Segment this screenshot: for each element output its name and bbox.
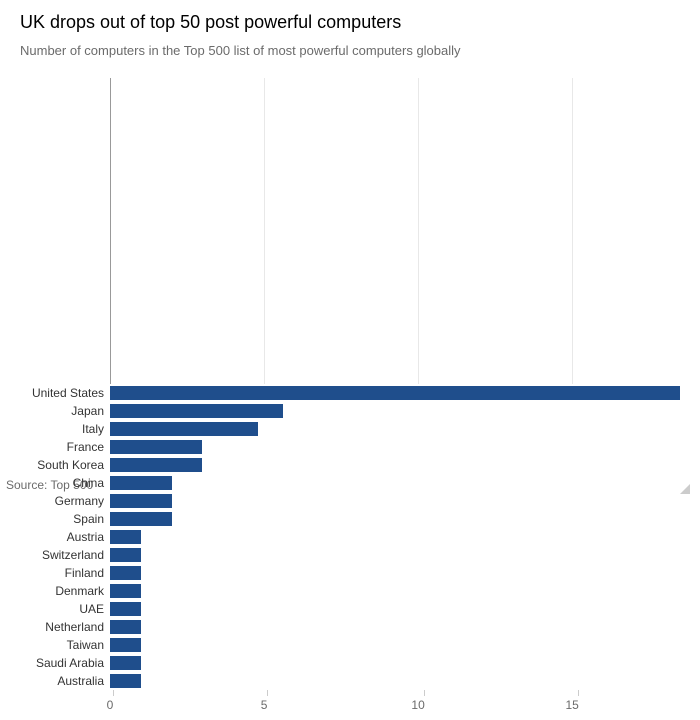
bar-row: France bbox=[20, 438, 680, 456]
bar-track bbox=[110, 582, 680, 600]
bar-track bbox=[110, 456, 680, 474]
bar-track bbox=[110, 474, 680, 492]
category-label: Taiwan bbox=[20, 638, 110, 652]
tick-label: 10 bbox=[411, 698, 424, 712]
chart-subtitle: Number of computers in the Top 500 list … bbox=[20, 43, 680, 58]
bar bbox=[110, 530, 141, 544]
bar-row: UAE bbox=[20, 600, 680, 618]
tick-label: 15 bbox=[565, 698, 578, 712]
bar-track bbox=[110, 492, 680, 510]
x-tick: 5 bbox=[264, 690, 271, 712]
grid-line bbox=[418, 78, 419, 384]
grid-area bbox=[110, 78, 680, 384]
bar-track bbox=[110, 420, 680, 438]
plot-zone bbox=[110, 78, 680, 384]
bar bbox=[110, 476, 172, 490]
category-label: South Korea bbox=[20, 458, 110, 472]
category-label: UAE bbox=[20, 602, 110, 616]
bar bbox=[110, 440, 202, 454]
x-tick: 15 bbox=[572, 690, 585, 712]
category-label: Netherland bbox=[20, 620, 110, 634]
bar-track bbox=[110, 636, 680, 654]
bar bbox=[110, 458, 202, 472]
tick-mark bbox=[113, 690, 114, 696]
category-label: United States bbox=[20, 386, 110, 400]
bar bbox=[110, 386, 680, 400]
category-label: Saudi Arabia bbox=[20, 656, 110, 670]
bar-track bbox=[110, 672, 680, 690]
bars-layer: United States Japan Italy France South Korea… bbox=[20, 384, 680, 690]
category-label: Italy bbox=[20, 422, 110, 436]
bar-row: Spain bbox=[20, 510, 680, 528]
bar-track bbox=[110, 384, 680, 402]
grid-line bbox=[572, 78, 573, 384]
bar-row: United States bbox=[20, 384, 680, 402]
bar bbox=[110, 602, 141, 616]
bar bbox=[110, 512, 172, 526]
bar-row: Italy bbox=[20, 420, 680, 438]
bar-row: Switzerland bbox=[20, 546, 680, 564]
bar-row: Austria bbox=[20, 528, 680, 546]
category-label: Austria bbox=[20, 530, 110, 544]
y-axis-line bbox=[110, 78, 111, 384]
category-label: France bbox=[20, 440, 110, 454]
bar bbox=[110, 404, 283, 418]
bar-track bbox=[110, 564, 680, 582]
tick-label: 0 bbox=[107, 698, 114, 712]
grid-line bbox=[264, 78, 265, 384]
bar-row: Australia bbox=[20, 672, 680, 690]
bar-row: China bbox=[20, 474, 680, 492]
chart-plot: United States Japan Italy France South Korea… bbox=[20, 78, 680, 720]
bar-row: Japan bbox=[20, 402, 680, 420]
bar-track bbox=[110, 600, 680, 618]
tick-mark bbox=[578, 690, 579, 696]
category-label: Finland bbox=[20, 566, 110, 580]
bar-track bbox=[110, 510, 680, 528]
bar-row: Finland bbox=[20, 564, 680, 582]
chart-title: UK drops out of top 50 post powerful com… bbox=[20, 12, 680, 33]
x-axis: 0 5 10 15 bbox=[20, 690, 680, 720]
bar bbox=[110, 494, 172, 508]
category-label: Switzerland bbox=[20, 548, 110, 562]
tick-label: 5 bbox=[261, 698, 268, 712]
bar-row: South Korea bbox=[20, 456, 680, 474]
bar-track bbox=[110, 438, 680, 456]
x-tick: 10 bbox=[418, 690, 431, 712]
bar bbox=[110, 674, 141, 688]
bar bbox=[110, 656, 141, 670]
bar bbox=[110, 638, 141, 652]
bar-row: Taiwan bbox=[20, 636, 680, 654]
bar-row: Denmark bbox=[20, 582, 680, 600]
bar bbox=[110, 620, 141, 634]
bar-track bbox=[110, 546, 680, 564]
chart-container: UK drops out of top 50 post powerful com… bbox=[0, 0, 700, 500]
category-label: Japan bbox=[20, 404, 110, 418]
category-label: Germany bbox=[20, 494, 110, 508]
category-label: China bbox=[20, 476, 110, 490]
bar-row: Netherland bbox=[20, 618, 680, 636]
bar bbox=[110, 548, 141, 562]
tick-mark bbox=[424, 690, 425, 696]
bar-track bbox=[110, 618, 680, 636]
bar bbox=[110, 584, 141, 598]
bar-track bbox=[110, 402, 680, 420]
x-axis-area: 0 5 10 15 bbox=[110, 690, 680, 720]
category-label: Australia bbox=[20, 674, 110, 688]
x-tick: 0 bbox=[110, 690, 117, 712]
category-label: Denmark bbox=[20, 584, 110, 598]
bar-row: Saudi Arabia bbox=[20, 654, 680, 672]
bar-track bbox=[110, 654, 680, 672]
bar bbox=[110, 422, 258, 436]
bar bbox=[110, 566, 141, 580]
bar-row: Germany bbox=[20, 492, 680, 510]
tick-mark bbox=[267, 690, 268, 696]
bar-track bbox=[110, 528, 680, 546]
category-label: Spain bbox=[20, 512, 110, 526]
